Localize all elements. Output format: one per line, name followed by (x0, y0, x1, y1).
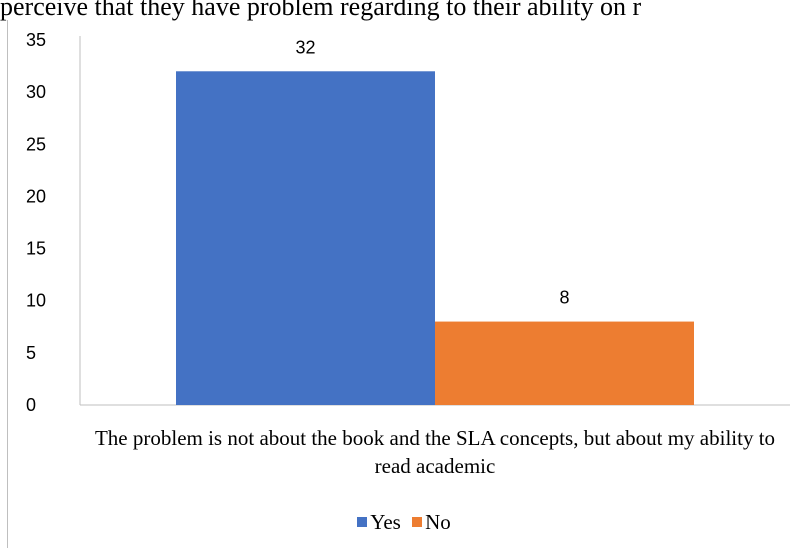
y-tick-label: 5 (26, 343, 36, 363)
y-tick-label: 30 (26, 82, 46, 102)
bar-no (435, 321, 694, 405)
caption-text: perceive that they have problem regardin… (0, 0, 642, 21)
legend-item-yes: Yes (357, 510, 401, 535)
y-tick-label: 20 (26, 186, 46, 206)
legend-label-no: No (425, 509, 451, 534)
legend-swatch-yes (357, 517, 368, 527)
y-tick-label: 10 (26, 291, 46, 311)
y-tick-label: 0 (26, 395, 36, 415)
chart-frame-edge (7, 20, 8, 548)
y-tick-label: 35 (26, 30, 46, 50)
legend-item-no: No (412, 510, 451, 535)
y-tick-label: 15 (26, 239, 46, 259)
legend: Yes No (0, 508, 808, 535)
y-tick-label: 25 (26, 134, 46, 154)
x-axis-label: The problem is not about the book and th… (94, 426, 776, 478)
data-label-no: 8 (559, 288, 569, 308)
bar-yes (176, 71, 435, 406)
legend-label-yes: Yes (370, 509, 401, 534)
data-label-yes: 32 (295, 37, 315, 57)
legend-swatch-no (412, 517, 423, 527)
